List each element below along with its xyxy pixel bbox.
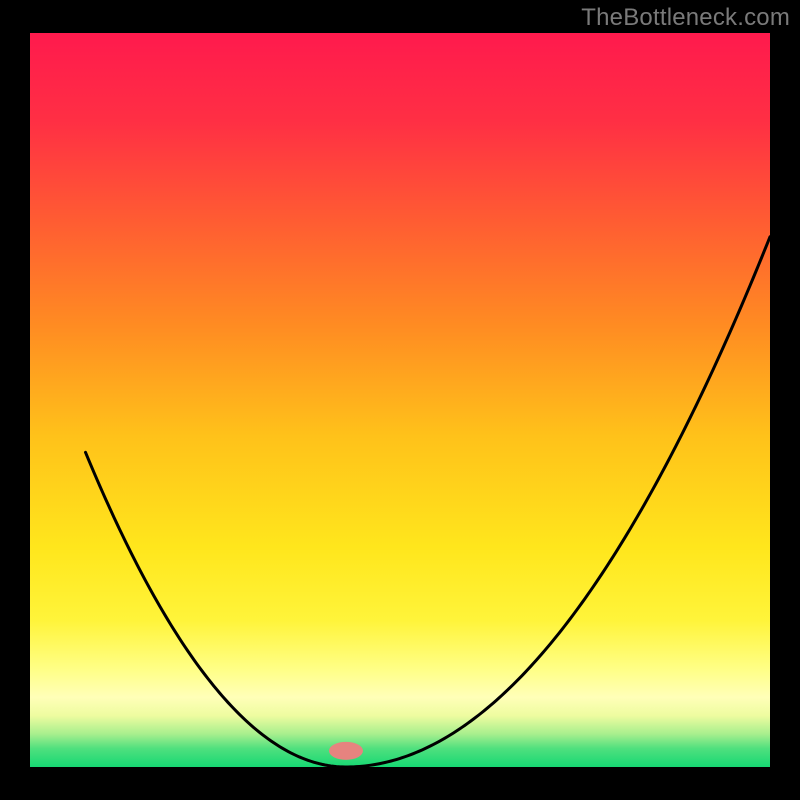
chart-stage: TheBottleneck.com — [0, 0, 800, 800]
optimum-marker — [329, 742, 363, 760]
plot-gradient-area — [30, 33, 770, 767]
bottleneck-chart-svg — [0, 0, 800, 800]
watermark-text: TheBottleneck.com — [581, 4, 790, 32]
